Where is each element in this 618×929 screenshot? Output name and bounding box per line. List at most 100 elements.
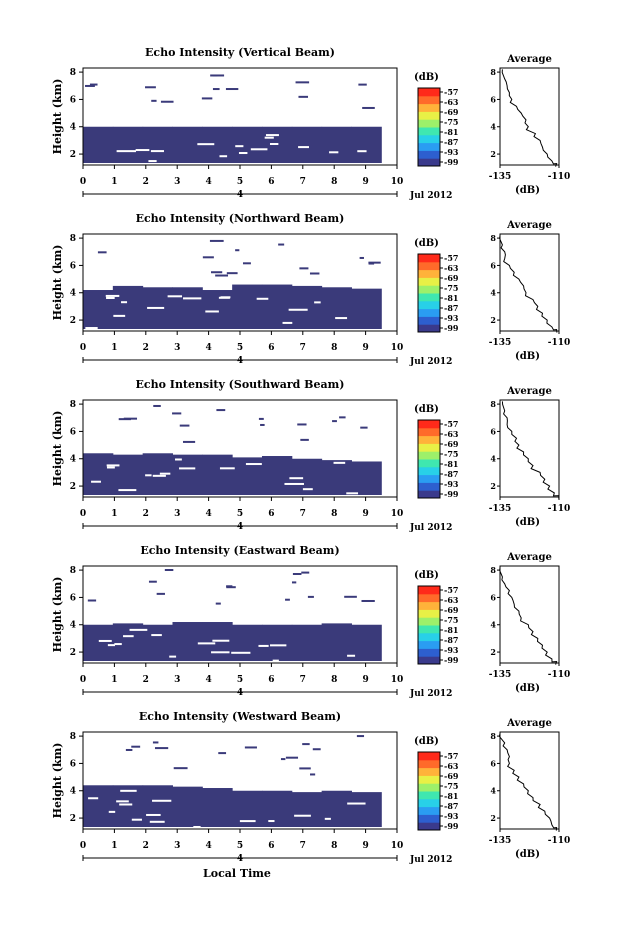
echo-gap [105, 294, 120, 297]
date-label: Jul 2012 [409, 191, 452, 201]
colorbar-band [418, 134, 440, 144]
echo-speck [173, 767, 188, 770]
avg-title: Average [506, 552, 552, 563]
x-tick-label: 7 [300, 177, 306, 187]
date-tick-label: 4 [237, 190, 243, 200]
y-tick-label: 2 [70, 482, 76, 492]
echo-gap [298, 146, 309, 149]
avg-x-tick-label: -110 [548, 836, 571, 846]
colorbar-band [418, 482, 440, 491]
echo-speck [215, 602, 221, 605]
echo-block [261, 624, 293, 661]
y-tick-label: 4 [70, 123, 76, 133]
echo-block [83, 624, 114, 661]
x-tick-label: 0 [80, 343, 86, 353]
avg-profile-line [499, 567, 558, 665]
echo-speck [179, 424, 190, 427]
echo-gap [211, 651, 230, 654]
avg-x-tick-label: -110 [548, 172, 571, 182]
x-tick-label: 8 [331, 343, 337, 353]
echo-gap [179, 467, 196, 470]
echo-block [321, 623, 352, 661]
echo-gap [149, 820, 165, 823]
echo-gap [245, 463, 262, 466]
echo-gap [151, 634, 162, 637]
echo-gap [150, 150, 164, 153]
echo-block [83, 453, 114, 495]
avg-x-label: (dB) [515, 185, 540, 196]
avg-x-label: (dB) [515, 517, 540, 528]
echo-gap [167, 295, 183, 298]
colorbar-band [418, 609, 440, 618]
x-tick-label: 9 [362, 841, 368, 851]
echo-speck [164, 569, 174, 572]
avg-x-label: (dB) [515, 849, 540, 860]
panel-title: Echo Intensity (Westward Beam) [139, 710, 341, 723]
echo-gap [360, 789, 368, 792]
avg-x-tick-label: -135 [489, 670, 512, 680]
echo-block [172, 454, 203, 495]
colorbar-tick-label: -99 [444, 323, 459, 333]
colorbar-tick-label: -87 [444, 801, 458, 811]
colorbar-band [418, 640, 440, 649]
avg-y-tick-label: 4 [490, 288, 496, 298]
echo-gap [282, 321, 293, 324]
x-tick-label: 0 [80, 841, 86, 851]
avg-frame [499, 399, 560, 498]
echo-speck [260, 423, 265, 426]
echo-block [321, 126, 352, 163]
colorbar-band [418, 88, 440, 97]
y-tick-label: 4 [70, 289, 76, 299]
colorbar-band [418, 806, 440, 815]
echo-speck [356, 735, 365, 738]
colorbar-band [418, 822, 440, 831]
echo-gap [123, 635, 134, 638]
avg-x-tick-label: -110 [548, 504, 571, 514]
echo-gap [129, 628, 148, 631]
x-tick-label: 10 [391, 177, 404, 187]
echo-block [261, 456, 293, 495]
x-tick-label: 6 [268, 343, 274, 353]
echo-gap [256, 297, 269, 300]
echo-gap [288, 308, 308, 311]
echo-speck [344, 595, 357, 598]
y-tick-label: 2 [70, 316, 76, 326]
echo-speck [297, 423, 307, 426]
echo-block [172, 622, 203, 661]
x-tick-label: 4 [205, 675, 211, 685]
echo-speck [235, 249, 240, 252]
echo-block [351, 792, 382, 827]
colorbar-band [418, 752, 440, 761]
panel-title: Echo Intensity (Vertical Beam) [145, 46, 335, 59]
colorbar-tick-label: -99 [444, 157, 459, 167]
echo-gap [98, 639, 112, 642]
echo-speck [298, 95, 309, 98]
echo-gap [333, 461, 346, 464]
echo-block [83, 785, 114, 827]
echo-gap [106, 296, 115, 299]
echo-block [291, 126, 323, 163]
echo-block [202, 788, 233, 827]
panel-title: Echo Intensity (Eastward Beam) [140, 544, 339, 557]
echo-gap [335, 317, 348, 320]
echo-gap [231, 651, 251, 654]
x-tick-label: 5 [237, 177, 243, 187]
echo-gap [347, 802, 366, 805]
colorbar-band [418, 269, 440, 278]
colorbar-tick-label: -81 [444, 127, 458, 137]
echo-gap [219, 155, 228, 158]
echo-speck [299, 767, 311, 770]
x-tick-label: 2 [143, 675, 149, 685]
colorbar-tick-label: -63 [444, 263, 459, 273]
echo-block [232, 126, 263, 163]
colorbar-band [418, 775, 440, 784]
beam-panel-5: Echo Intensity (Westward Beam) 2 4 6 8 Height… [51, 710, 570, 865]
echo-speck [123, 417, 138, 420]
x-tick-label: 0 [80, 177, 86, 187]
echo-gap [294, 814, 311, 817]
echo-speck [215, 274, 229, 277]
echo-gap [250, 148, 268, 151]
echo-speck [210, 74, 225, 77]
echo-block [321, 460, 352, 495]
y-tick-label: 8 [70, 566, 76, 576]
